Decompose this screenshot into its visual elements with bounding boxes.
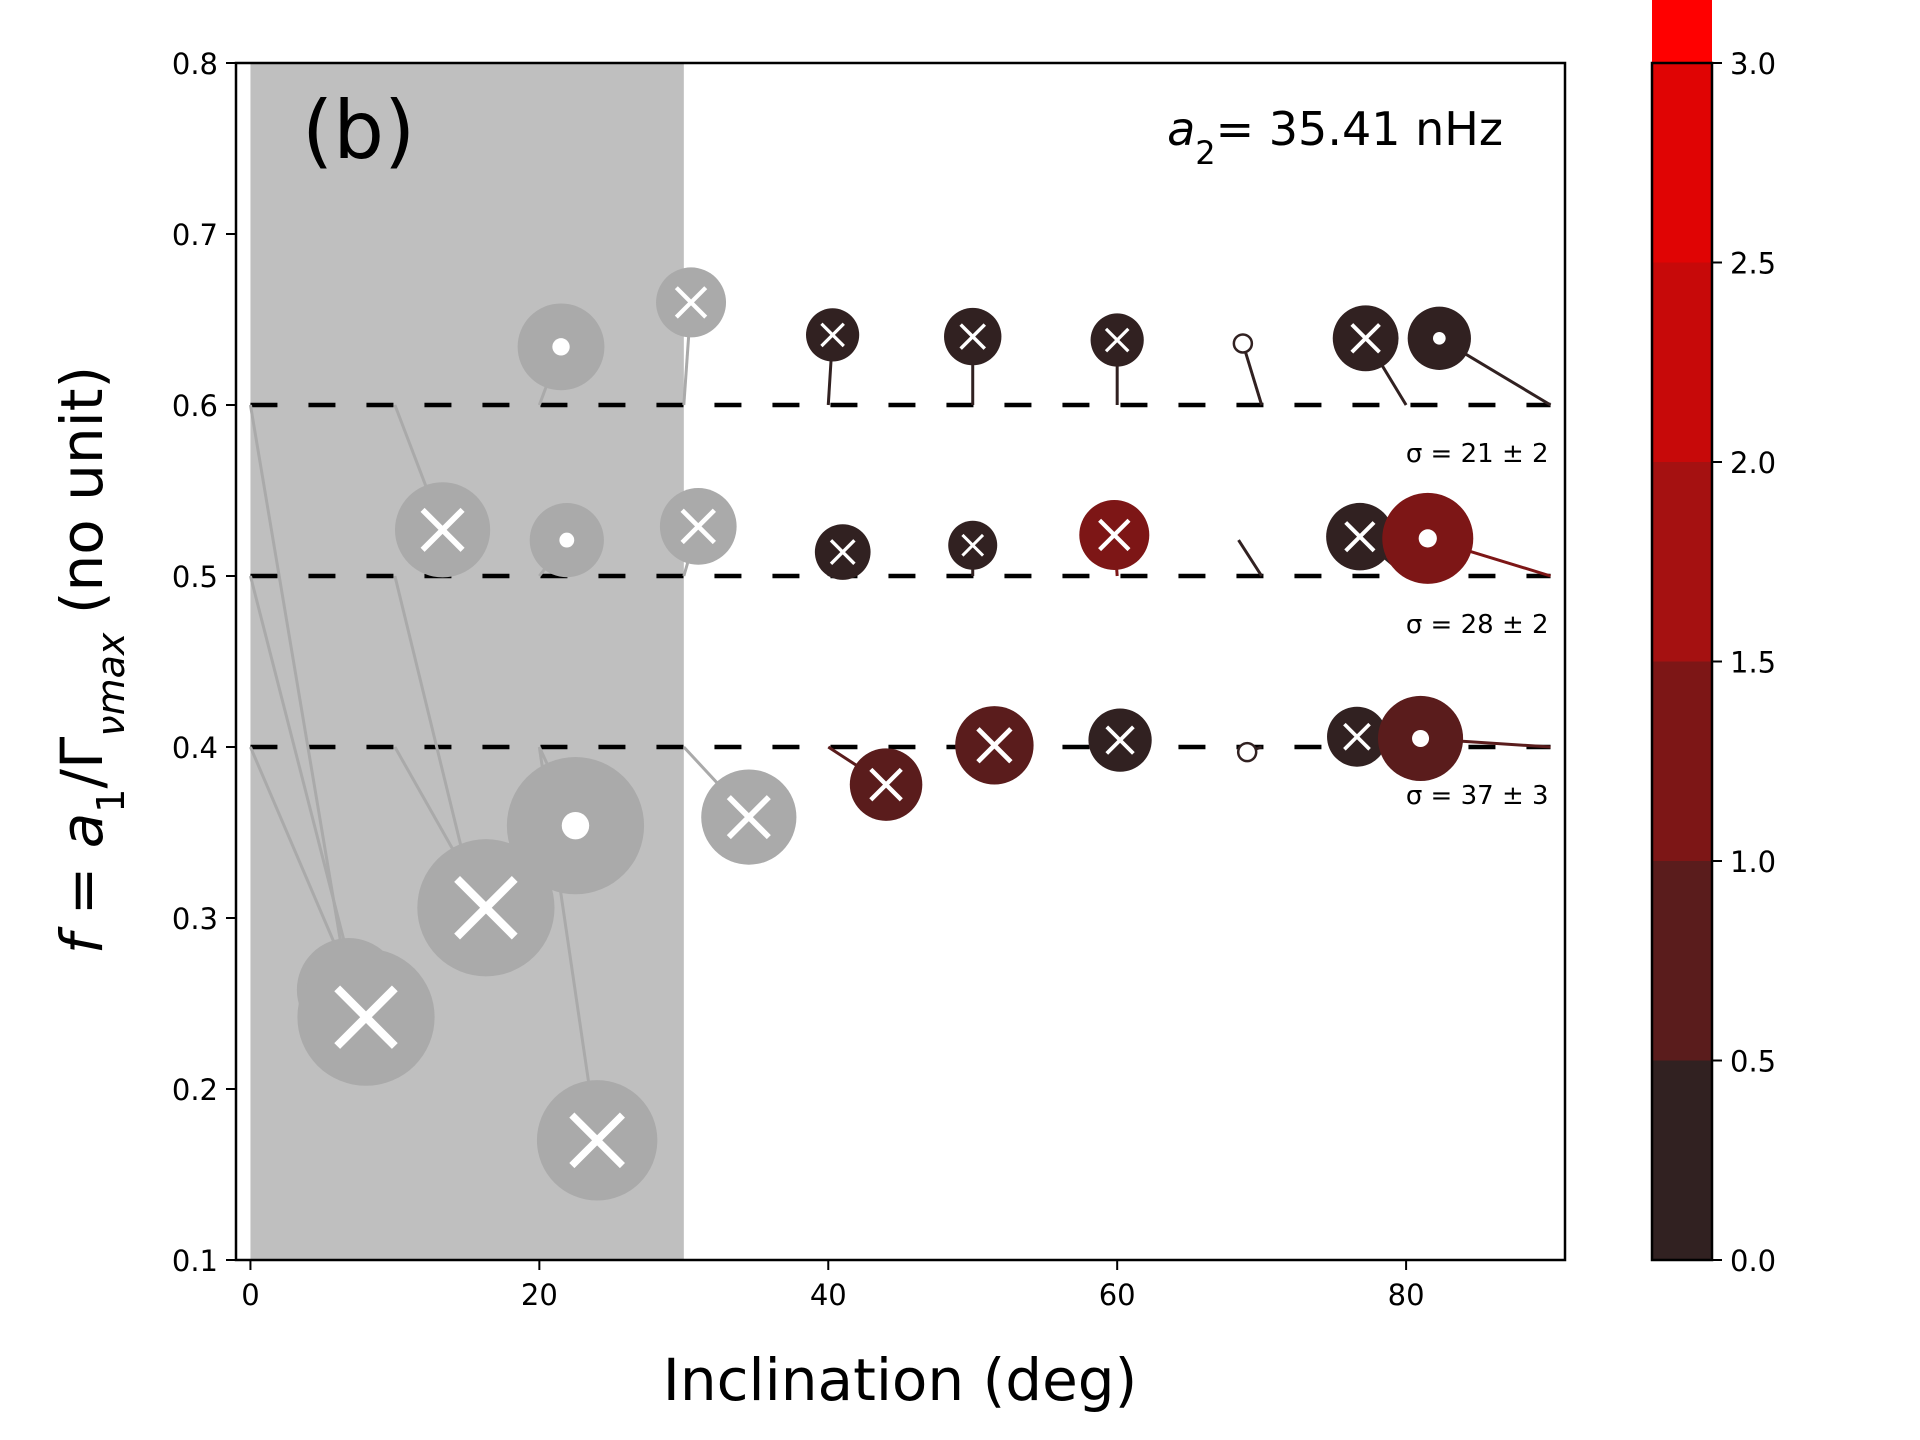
y-tick-label-4: 0.5: [172, 560, 218, 594]
data-point-17: [948, 520, 998, 570]
data-point-20: [1079, 499, 1150, 570]
data-point-14: [814, 524, 871, 580]
data-point-2: [297, 948, 435, 1086]
x-tick-label-1: 20: [521, 1278, 558, 1312]
data-point-24: [1236, 741, 1258, 763]
data-point-5: [417, 839, 555, 977]
data-point-22: [1232, 333, 1254, 354]
data-point-8: [506, 757, 645, 895]
data-point-29: [1382, 492, 1474, 584]
data-point-19: [1090, 313, 1144, 367]
data-point-7: [529, 502, 604, 578]
offset-line-23: [1237, 539, 1263, 577]
colorbar-tick-label-1: 0.5: [1730, 1045, 1776, 1079]
a2-annotation: a2= 35.41 nHz: [1167, 102, 1503, 172]
data-point-16: [944, 307, 1002, 366]
data-point-18: [955, 706, 1034, 785]
data-point-6: [517, 303, 605, 391]
colorbar-tick-label-4: 2.0: [1730, 446, 1776, 480]
data-point-21: [1088, 708, 1152, 772]
x-tick-label-4: 80: [1388, 1278, 1425, 1312]
y-tick-label-6: 0.7: [172, 218, 218, 252]
colorbar-tick-label-6: 3.0: [1730, 47, 1776, 81]
x-tick-label-3: 60: [1099, 1278, 1136, 1312]
data-point-9: [536, 1080, 658, 1201]
x-axis-title: Inclination (deg): [663, 1346, 1137, 1414]
colorbar-tick-label-2: 1.0: [1730, 845, 1776, 879]
data-point-27: [1327, 706, 1387, 767]
sigma-label-2: σ = 37 ± 3: [1406, 781, 1549, 811]
y-axis-title: f = a1/Γνmax (no unit): [48, 366, 133, 954]
colorbar-segment-6: [1652, 0, 1712, 63]
data-point-12: [701, 769, 797, 865]
panel-label: (b): [302, 84, 415, 177]
data-point-30: [1377, 695, 1464, 782]
sigma-label-0: σ = 21 ± 2: [1406, 439, 1549, 469]
colorbar-segment-0: [1652, 1060, 1712, 1260]
x-tick-label-2: 40: [810, 1278, 847, 1312]
colorbar-tick-label-5: 2.5: [1730, 247, 1776, 281]
y-tick-label-5: 0.6: [172, 389, 218, 423]
data-point-11: [659, 488, 737, 565]
data-point-3: [394, 482, 491, 578]
offset-line-22: [1241, 343, 1264, 406]
plot-frame: [234, 61, 1567, 1262]
y-tick-label-0: 0.1: [172, 1244, 218, 1278]
colorbar-segment-4: [1652, 262, 1712, 462]
y-tick-label-7: 0.8: [172, 47, 218, 81]
colorbar-segment-1: [1652, 861, 1712, 1061]
data-point-26: [1326, 502, 1394, 571]
sigma-label-1: σ = 28 ± 2: [1406, 610, 1549, 640]
data-point-15: [849, 748, 923, 821]
data-point-25: [1332, 305, 1399, 372]
colorbar-tick-label-0: 0.0: [1730, 1244, 1776, 1278]
y-tick-label-2: 0.3: [172, 902, 218, 936]
data-point-10: [656, 267, 727, 338]
colorbar-tick-label-3: 1.5: [1730, 646, 1776, 680]
offset-line-1: [248, 575, 361, 999]
colorbar-segment-2: [1652, 661, 1712, 861]
y-tick-label-1: 0.2: [172, 1073, 218, 1107]
x-tick-label-0: 0: [241, 1278, 259, 1312]
colorbar-segment-3: [1652, 462, 1712, 662]
data-point-28: [1407, 306, 1471, 370]
y-tick-label-3: 0.4: [172, 731, 218, 765]
colorbar-segment-5: [1652, 63, 1712, 263]
data-point-13: [806, 308, 860, 362]
shaded-region: [250, 63, 684, 1260]
